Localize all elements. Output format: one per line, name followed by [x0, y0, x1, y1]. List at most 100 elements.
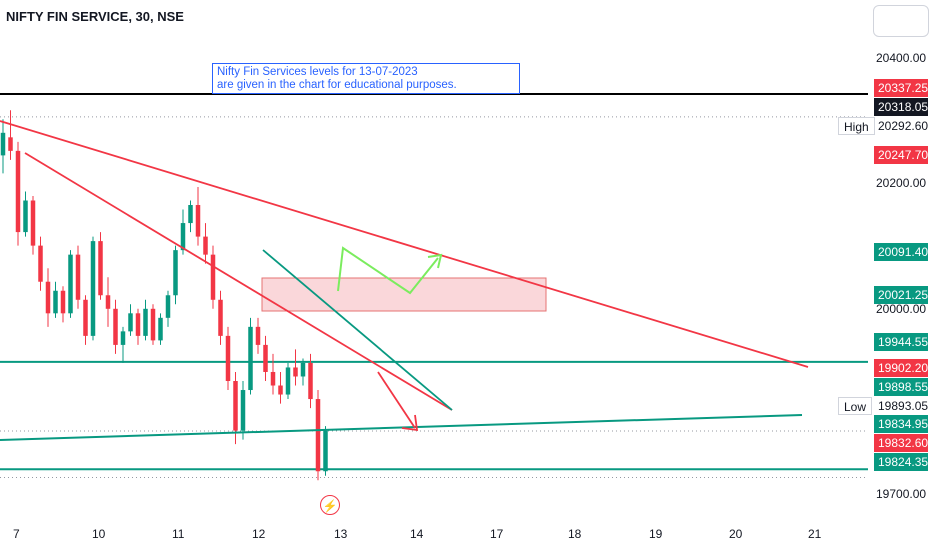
price-label: 20337.25: [874, 79, 928, 97]
candle: [90, 236, 96, 341]
candle-body: [293, 367, 298, 377]
candle: [308, 353, 313, 409]
candle: [158, 313, 163, 345]
x-tick-label: 18: [568, 527, 582, 541]
candle: [285, 362, 291, 400]
lower-trendline: [24, 152, 453, 411]
candle-body: [300, 362, 306, 377]
candle-body: [53, 290, 58, 314]
candle: [8, 110, 13, 160]
candle: [0, 119, 6, 174]
candle: [60, 286, 66, 323]
y-tick-label: 20000.00: [876, 302, 927, 316]
price-label: 19893.05: [874, 397, 928, 415]
candle-body: [173, 250, 178, 296]
candle: [248, 317, 253, 395]
candle: [68, 250, 73, 318]
candle: [120, 326, 126, 363]
x-tick-label: 12: [252, 527, 266, 541]
candle-body: [45, 281, 51, 314]
candle-body: [285, 367, 291, 395]
note-line-2: are given in the chart for educational p…: [217, 79, 457, 91]
y-tick-label: 20400.00: [876, 51, 927, 65]
candle-body: [38, 245, 43, 282]
x-tick-label: 10: [92, 527, 106, 541]
candle: [165, 290, 171, 327]
supply-zone: [261, 277, 547, 312]
educational-note: Nifty Fin Services levels for 13-07-2023…: [212, 63, 520, 94]
candle-body: [135, 313, 141, 336]
green-support-line: [0, 414, 803, 441]
price-label: 20021.25: [874, 286, 928, 304]
candle-body: [30, 200, 36, 246]
candle-body: [60, 290, 66, 314]
candle-body: [128, 313, 133, 332]
flash-icon[interactable]: ⚡: [320, 495, 340, 515]
symbol-title: NIFTY FIN SERVICE, 30, NSE: [6, 9, 184, 24]
candle: [143, 299, 148, 341]
candle-body: [308, 362, 313, 400]
candle-body: [225, 335, 231, 381]
candle-body: [210, 254, 216, 300]
low-tag: Low: [838, 397, 873, 415]
candle: [188, 200, 193, 233]
candle: [150, 304, 156, 345]
candle: [263, 335, 268, 381]
candle-body: [255, 326, 261, 345]
candle: [53, 281, 58, 318]
candle: [203, 223, 208, 264]
price-label: 19832.60: [874, 434, 928, 452]
x-tick-label: 11: [172, 527, 185, 541]
price-label: 20247.70: [874, 146, 928, 164]
candle-body: [98, 241, 103, 296]
candle: [45, 268, 51, 327]
candle: [218, 290, 223, 345]
candle: [278, 371, 283, 404]
candlesticks: [0, 110, 328, 481]
x-tick-label: 19: [649, 527, 663, 541]
price-label: 20318.05: [874, 98, 928, 116]
candle-body: [68, 254, 73, 314]
candle-body: [113, 308, 118, 345]
candle-body: [323, 430, 328, 472]
bearish-path-arrow: [377, 371, 419, 432]
price-label: 19944.55: [874, 333, 928, 351]
candle-body: [270, 371, 276, 386]
y-tick-label: 20200.00: [876, 176, 927, 190]
top-right-panel[interactable]: [873, 5, 929, 37]
bullish-path-arrow: [337, 246, 443, 295]
high-tag: High: [838, 117, 875, 135]
candle-body: [83, 299, 88, 336]
candle: [315, 390, 321, 481]
candle: [173, 245, 178, 305]
candle: [15, 141, 21, 246]
candle-body: [105, 295, 111, 309]
candle: [300, 358, 306, 386]
candle-body: [23, 200, 28, 233]
candle-body: [188, 205, 193, 224]
candle-body: [90, 241, 96, 336]
candle-body: [15, 150, 21, 233]
candle: [225, 326, 231, 391]
candle: [30, 195, 36, 255]
green-trendline-steep: [262, 249, 453, 411]
candle: [210, 245, 216, 309]
x-tick-label: 17: [490, 527, 504, 541]
candle: [195, 186, 201, 246]
price-label: 19902.20: [874, 359, 928, 377]
candle-body: [278, 385, 283, 395]
candle-body: [263, 344, 268, 372]
candle-body: [150, 308, 156, 341]
x-tick-label: 7: [13, 527, 20, 541]
candle: [75, 245, 81, 309]
candle: [38, 236, 43, 291]
upper-trendline: [0, 120, 809, 368]
candle: [128, 304, 133, 336]
candle: [293, 349, 298, 386]
candle-body: [8, 137, 13, 151]
candle-body: [195, 205, 201, 237]
candle: [83, 295, 88, 345]
price-label: 19834.95: [874, 415, 928, 433]
candle-body: [218, 299, 223, 336]
